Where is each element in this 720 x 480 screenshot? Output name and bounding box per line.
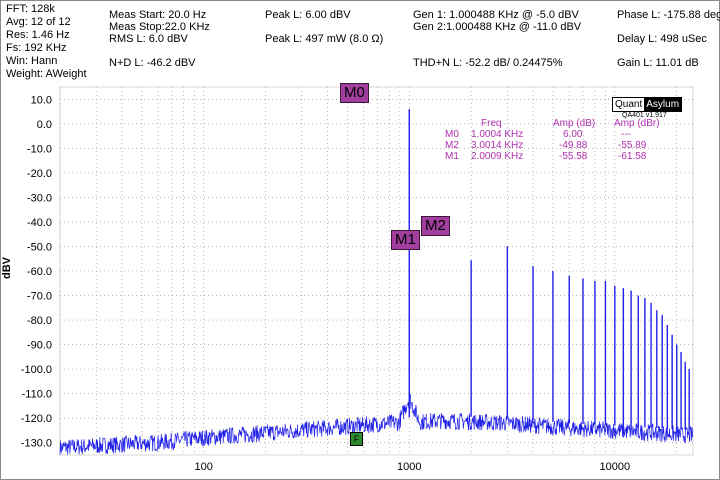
- y-tick-label: -100.0: [21, 364, 52, 376]
- y-tick-label: -50.0: [27, 241, 52, 253]
- y-tick-label: -20.0: [27, 168, 52, 180]
- marker-m2-flag[interactable]: M2: [421, 216, 450, 236]
- window-readout: Win: Hann: [6, 55, 58, 67]
- marker-row-amp-dbr: -61.58: [618, 151, 647, 162]
- average-readout: Avg: 12 of 12: [6, 16, 71, 28]
- y-tick-label: -90.0: [27, 340, 52, 352]
- x-tick-label: 10000: [600, 461, 631, 473]
- version-label: QA401 v1.917: [622, 112, 667, 119]
- marker-row-amp-db: -49.88: [559, 140, 588, 151]
- y-tick-label: -120.0: [21, 413, 52, 425]
- marker-m1-flag[interactable]: M1: [391, 230, 420, 250]
- generator-2-readout: Gen 2:1.000488 KHz @ -11.0 dBV: [413, 21, 582, 33]
- gain-l-readout: Gain L: 11.01 dB: [617, 57, 699, 69]
- rms-l-readout: RMS L: 6.0 dBV: [109, 33, 188, 45]
- logo-part-2: Asylum: [644, 98, 682, 111]
- marker-row-amp-db: 6.00: [563, 129, 583, 140]
- marker-row-freq: 3.0014 KHz: [471, 140, 524, 151]
- marker-row-freq: 2.0009 KHz: [471, 151, 524, 162]
- logo-part-1: Quant: [613, 98, 645, 111]
- generator-1-readout: Gen 1: 1.000488 KHz @ -5.0 dBV: [413, 9, 579, 21]
- fft-size-readout: FFT: 128k: [6, 3, 55, 15]
- noise-floor-trace: [59, 393, 694, 456]
- x-tick-label: 100: [195, 461, 213, 473]
- phase-l-readout: Phase L: -175.88 deg: [617, 9, 720, 21]
- marker-m0-flag[interactable]: M0: [340, 83, 369, 103]
- y-tick-label: -130.0: [21, 438, 52, 450]
- y-tick-label: -70.0: [27, 291, 52, 303]
- y-tick-label: -60.0: [27, 266, 52, 278]
- x-tick-label: 1000: [397, 461, 421, 473]
- marker-table-header-amp-dbr: Amp (dBr): [614, 118, 660, 129]
- marker-row-amp-dbr: ---: [621, 129, 631, 140]
- marker-row-amp-dbr: -55.89: [618, 140, 647, 151]
- y-tick-label: 10.0: [31, 94, 52, 106]
- delay-l-readout: Delay L: 498 uSec: [617, 33, 707, 45]
- marker-table-header-freq: Freq: [481, 118, 502, 129]
- y-tick-label: -40.0: [27, 217, 52, 229]
- y-tick-label: -10.0: [27, 143, 52, 155]
- plot-area-border: [59, 86, 694, 456]
- marker-row-freq: 1.0004 KHz: [471, 129, 524, 140]
- peak-l-readout: Peak L: 6.00 dBV: [265, 9, 351, 21]
- y-tick-label: -80.0: [27, 315, 52, 327]
- y-tick-label: -110.0: [22, 389, 52, 401]
- fundamental-marker[interactable]: F: [350, 432, 363, 446]
- marker-row-name: M2: [445, 140, 459, 151]
- marker-table-header-amp-db: Amp (dB): [553, 118, 596, 129]
- marker-row-name: M1: [445, 151, 459, 162]
- marker-row-name: M0: [445, 129, 459, 140]
- y-tick-label: 0.0: [37, 119, 52, 131]
- weighting-readout: Weight: AWeight: [6, 68, 87, 80]
- quantasylum-logo: Quant Asylum: [612, 97, 683, 112]
- thd-n-readout: THD+N L: -52.2 dB/ 0.24475%: [413, 57, 563, 69]
- peak-l-power-readout: Peak L: 497 mW (8.0 Ω): [265, 33, 384, 45]
- y-axis-label: dBV: [1, 257, 13, 279]
- resolution-readout: Res: 1.46 Hz: [6, 29, 70, 41]
- y-tick-label: -30.0: [27, 192, 52, 204]
- meas-stop-readout: Meas Stop:22.0 KHz: [109, 21, 210, 33]
- meas-start-readout: Meas Start: 20.0 Hz: [109, 9, 207, 21]
- marker-row-amp-db: -55.58: [559, 151, 588, 162]
- noise-distortion-readout: N+D L: -46.2 dBV: [109, 57, 196, 69]
- sample-rate-readout: Fs: 192 KHz: [6, 42, 67, 54]
